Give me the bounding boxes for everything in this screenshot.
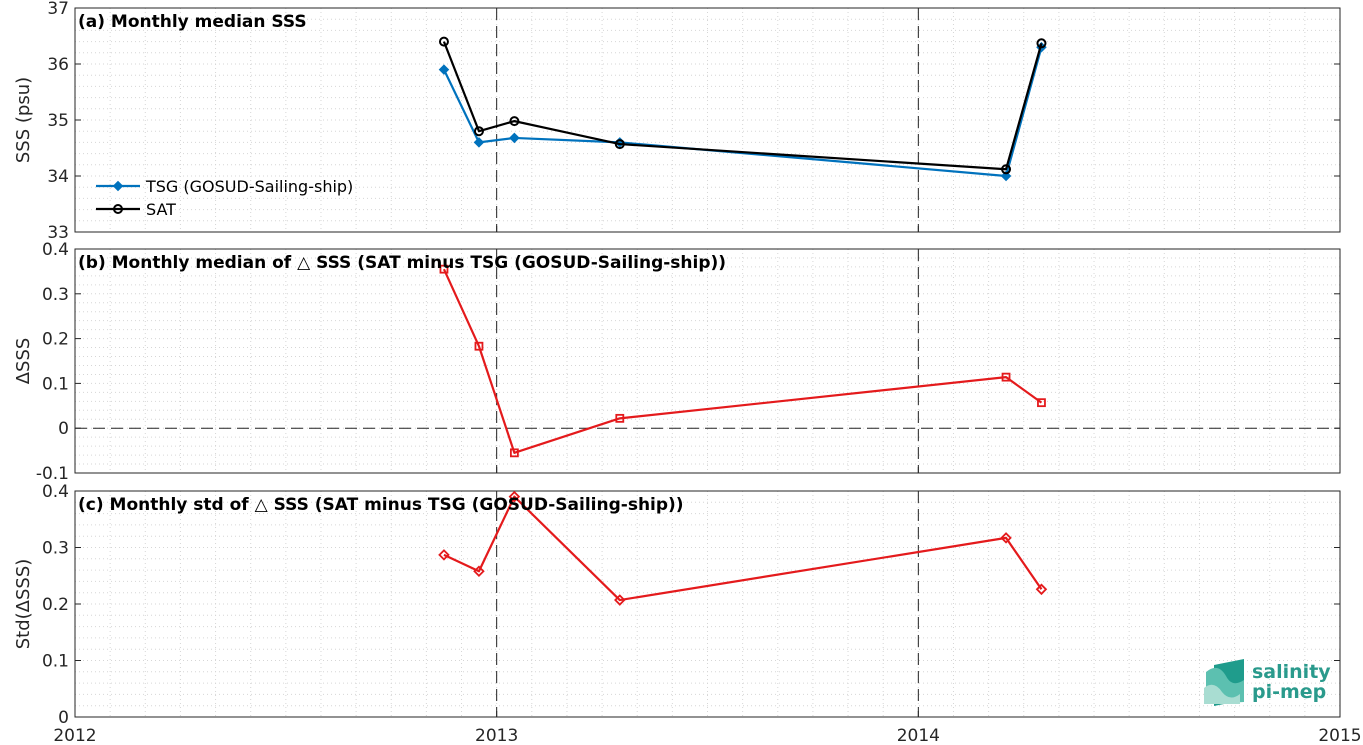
y-tick-label: 33 (47, 223, 69, 243)
data-point (509, 116, 520, 127)
panel-title: (c) Monthly std of △ SSS (SAT minus TSG … (78, 495, 684, 515)
data-point (438, 64, 450, 75)
data-point (1037, 398, 1046, 408)
data-point (438, 36, 449, 47)
legend-label: SAT (146, 200, 176, 219)
legend-marker (113, 204, 123, 214)
data-point (1035, 583, 1048, 596)
panel-a-monthly-median-sss: 33 34 35 36 37 SSS (psu) (a) Monthly median SS… (13, 0, 1341, 243)
data-point (439, 264, 449, 274)
panel-title: (b) Monthly median of △ SSS (SAT minus T… (78, 253, 726, 273)
axes-frame (74, 248, 1341, 474)
series-line (442, 41, 1043, 171)
data-point (509, 132, 520, 144)
y-tick-label: 0.1 (42, 374, 69, 394)
data-point (508, 490, 521, 503)
y-tick-label: 37 (47, 0, 69, 19)
panel-title: (a) Monthly median SSS (78, 12, 307, 32)
data-point (473, 565, 485, 578)
y-tick-label: 0.3 (42, 539, 69, 559)
panel-c-monthly-std-delta-sss: 0 0.1 0.2 0.3 0.4 2012 2013 2014 2015 Std(ΔSSS) (c… (13, 482, 1362, 745)
y-tick-label: 0.2 (42, 330, 69, 350)
data-point (438, 549, 450, 561)
legend-label: TSG (GOSUD-Sailing-ship) (145, 177, 353, 196)
logo-text-salinity: salinity (1252, 661, 1331, 683)
x-tick-label: 2015 (1318, 726, 1361, 745)
y-tick-label: 0.2 (42, 595, 69, 615)
legend-marker (112, 180, 124, 192)
y-tick-label: 34 (47, 167, 69, 187)
logo-text-pi-mep: pi-mep (1252, 681, 1326, 703)
series-line (442, 46, 1043, 178)
series-line (443, 495, 1043, 602)
y-tick-label: 0.4 (42, 240, 69, 260)
y-tick-label: 0 (58, 419, 69, 439)
data-point (1001, 164, 1012, 175)
y-tick-label: 0.4 (42, 482, 69, 502)
data-point (473, 126, 484, 137)
x-tick-label: 2014 (897, 726, 940, 745)
y-tick-label: 35 (47, 111, 69, 131)
data-point (473, 137, 485, 148)
data-point (509, 448, 519, 458)
x-tick-label: 2012 (53, 726, 96, 745)
y-tick-label: 0.1 (42, 652, 69, 672)
series-line (442, 268, 1043, 454)
panel-b-monthly-median-delta-sss: -0.1 0 0.1 0.2 0.3 0.4 ΔSSS (b) Monthly median … (13, 240, 1341, 484)
y-tick-label: -0.1 (36, 464, 69, 484)
y-tick-label: 36 (47, 55, 69, 75)
data-point (1000, 170, 1012, 182)
logo-mark-icon (1204, 659, 1244, 706)
y-tick-label: 0 (58, 708, 69, 728)
y-axis-label: Std(ΔSSS) (13, 559, 34, 650)
y-axis-label: SSS (psu) (13, 77, 34, 163)
data-point (1000, 532, 1012, 544)
data-point (1036, 38, 1047, 49)
salinity-pi-mep-logo: salinity pi-mep (1204, 659, 1331, 706)
y-tick-label: 0.3 (42, 285, 69, 305)
data-point (614, 594, 626, 606)
data-point (1001, 372, 1011, 382)
data-point (474, 341, 484, 351)
data-point (615, 413, 625, 423)
x-tick-label: 2013 (475, 726, 518, 745)
legend: TSG (GOSUD-Sailing-ship) SAT (96, 177, 353, 219)
data-point (614, 139, 625, 150)
y-axis-label: ΔSSS (13, 338, 34, 385)
